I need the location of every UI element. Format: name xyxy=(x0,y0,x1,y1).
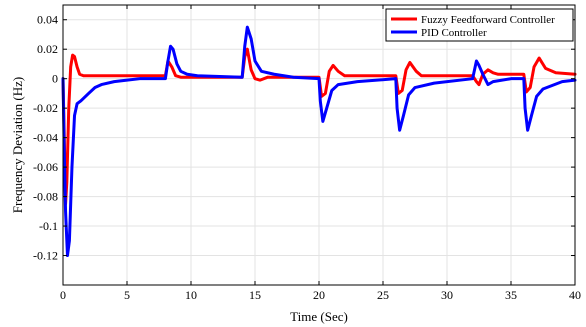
x-tick-label: 35 xyxy=(505,288,517,302)
y-tick-label: 0 xyxy=(52,72,58,86)
x-tick-label: 20 xyxy=(313,288,325,302)
x-tick-label: 5 xyxy=(124,288,130,302)
y-tick-label: 0.04 xyxy=(37,13,58,27)
y-tick-label: 0.02 xyxy=(37,42,58,56)
ticks: 0 5 10 15 20 25 30 35 40 -0.12 -0.1 -0.08 -0.06 -0.04… xyxy=(33,5,581,302)
y-tick-label: -0.12 xyxy=(33,249,58,263)
x-tick-label: 30 xyxy=(441,288,453,302)
x-tick-label: 0 xyxy=(60,288,66,302)
y-tick-label: -0.04 xyxy=(33,131,58,145)
y-axis-label: Frequency Deviation (Hz) xyxy=(10,77,25,213)
legend-box xyxy=(385,8,574,42)
series-layer xyxy=(61,25,577,258)
legend-label-1: Fuzzy Feedforward Controller xyxy=(421,14,555,26)
y-tick-label: -0.02 xyxy=(33,101,58,115)
y-tick-label: -0.06 xyxy=(33,160,58,174)
series-line-2 xyxy=(61,25,577,258)
y-tick-label: -0.1 xyxy=(39,219,58,233)
legend-label-2: PID Controller xyxy=(421,27,487,39)
x-tick-label: 10 xyxy=(185,288,197,302)
y-tick-label: -0.08 xyxy=(33,190,58,204)
x-axis-label: Time (Sec) xyxy=(290,309,348,324)
x-tick-label: 15 xyxy=(249,288,261,302)
x-tick-label: 40 xyxy=(569,288,581,302)
x-tick-label: 25 xyxy=(377,288,389,302)
